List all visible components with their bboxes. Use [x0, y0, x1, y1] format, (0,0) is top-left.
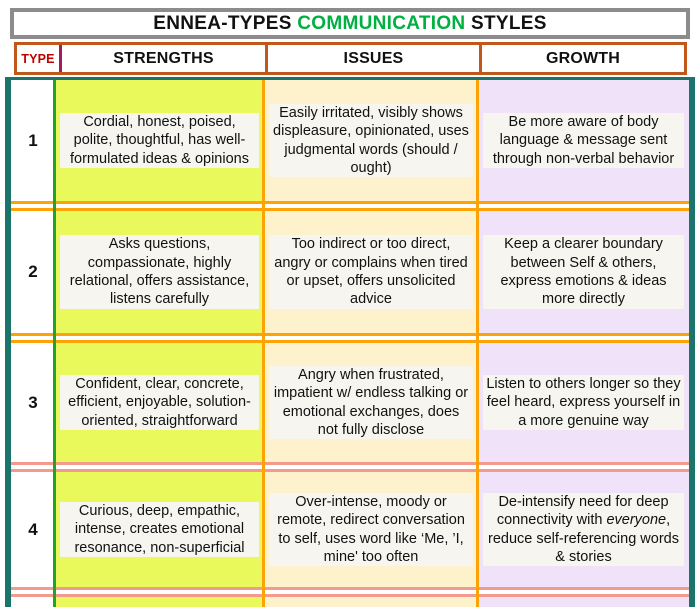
growth-text: Be more aware of body language & message… [483, 112, 684, 169]
growth-text: Keep a clearer boundary between Self & o… [483, 235, 684, 309]
row-5-type-cell-partial [11, 594, 55, 607]
row-2-growth-cell: Keep a clearer boundary between Self & o… [478, 208, 689, 336]
row-5-growth-cell-partial [478, 594, 689, 607]
growth-text-pre: Be more aware of body language & message… [492, 113, 675, 167]
row-5-issues-cell-partial [264, 594, 478, 607]
title-part-black-1: ENNEA-TYPES [153, 12, 298, 34]
row-1-strengths-cell: Cordial, honest, poised, polite, thought… [55, 80, 264, 204]
growth-text-pre: De-intensify need for deep connectivity … [496, 493, 669, 529]
title-part-black-2: STYLES [465, 12, 547, 34]
row-3-type-cell: 3 [11, 340, 55, 465]
row-1-issues-cell: Easily irritated, visibly shows displeas… [264, 80, 478, 204]
row-4-growth-cell: De-intensify need for deep connectivity … [478, 469, 689, 590]
table-header-row: TYPE STRENGTHS ISSUES GROWTH [14, 42, 687, 75]
column-header-strengths: STRENGTHS [59, 45, 265, 72]
type-number: 2 [28, 262, 38, 282]
row-4-strengths-cell: Curious, deep, empathic, intense, create… [55, 469, 264, 590]
growth-text-pre: Listen to others longer so they feel hea… [486, 375, 681, 429]
row-2-strengths-cell: Asks questions, compassionate, highly re… [55, 208, 264, 336]
column-divider-type-strengths [53, 80, 56, 607]
row-4-issues-cell: Over-intense, moody or remote, redirect … [264, 469, 478, 590]
growth-text: Listen to others longer so they feel hea… [483, 374, 684, 431]
column-header-growth: GROWTH [479, 45, 684, 72]
row-2-issues-cell: Too indirect or too direct, angry or com… [264, 208, 478, 336]
column-divider-strengths-issues [262, 80, 265, 607]
growth-text-pre: Keep a clearer boundary between Self & o… [500, 236, 667, 308]
title-part-green: COMMUNICATION [297, 12, 466, 34]
strengths-text: Curious, deep, empathic, intense, create… [60, 501, 259, 558]
strengths-text: Confident, clear, concrete, efficient, e… [60, 374, 259, 431]
type-number: 3 [28, 392, 38, 412]
column-header-type: TYPE [21, 51, 55, 66]
row-3-issues-cell: Angry when frustrated, impatient w/ endl… [264, 340, 478, 465]
column-divider-issues-growth [476, 80, 479, 607]
issues-text: Easily irritated, visibly shows displeas… [269, 103, 473, 178]
growth-text: De-intensify need for deep connectivity … [483, 492, 684, 567]
table-body: 1 Cordial, honest, poised, polite, thoug… [5, 77, 695, 607]
row-3-growth-cell: Listen to others longer so they feel hea… [478, 340, 689, 465]
issues-text: Over-intense, moody or remote, redirect … [269, 492, 473, 567]
row-5-strengths-cell-partial [55, 594, 264, 607]
growth-text-italic: everyone [606, 512, 667, 529]
strengths-text: Cordial, honest, poised, polite, thought… [60, 112, 259, 169]
row-1-type-cell: 1 [11, 80, 55, 204]
row-4-type-cell: 4 [11, 469, 55, 590]
column-header-issues: ISSUES [265, 45, 479, 72]
page-title: ENNEA-TYPES COMMUNICATION STYLES [10, 8, 690, 39]
issues-text: Too indirect or too direct, angry or com… [269, 235, 473, 309]
strengths-text: Asks questions, compassionate, highly re… [60, 235, 259, 309]
type-number: 1 [28, 130, 38, 150]
type-number: 4 [28, 519, 38, 539]
row-1-growth-cell: Be more aware of body language & message… [478, 80, 689, 204]
row-2-type-cell: 2 [11, 208, 55, 336]
growth-text-post: , reduce self-referencing words & storie… [487, 512, 679, 565]
row-3-strengths-cell: Confident, clear, concrete, efficient, e… [55, 340, 264, 465]
issues-text: Angry when frustrated, impatient w/ endl… [269, 365, 473, 440]
